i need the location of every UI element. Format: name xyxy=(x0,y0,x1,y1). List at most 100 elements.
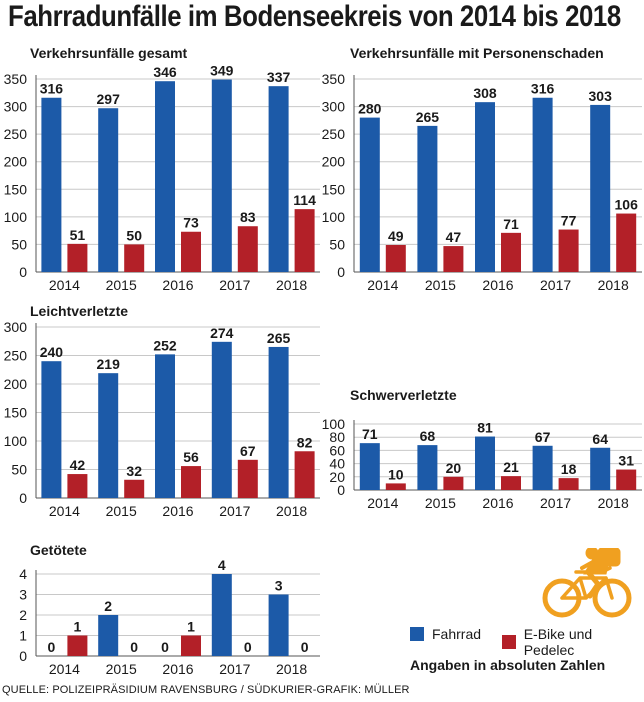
y-tick-label: 60 xyxy=(329,442,345,458)
chart-title: Verkehrsunfälle mit Personenschaden xyxy=(350,45,604,61)
bar-fahrrad-2015 xyxy=(417,125,438,272)
bar-ebike-2016 xyxy=(501,232,521,272)
data-label-fahrrad-2018: 3 xyxy=(275,578,283,594)
y-tick-label: 150 xyxy=(4,181,28,197)
data-label-fahrrad-2017: 274 xyxy=(210,325,234,341)
data-label-fahrrad-2017: 316 xyxy=(531,81,555,97)
data-label-fahrrad-2014: 280 xyxy=(358,101,382,117)
legend-fahrrad: Fahrrad xyxy=(410,626,481,642)
data-label-ebike-2014: 51 xyxy=(70,227,86,243)
bar-ebike-2016 xyxy=(501,476,521,490)
legend-label-ebike: E-Bike und Pedelec xyxy=(523,626,593,658)
source-credit: QUELLE: POLIZEIPRÄSIDIUM RAVENSBURG / SÜ… xyxy=(2,684,410,696)
data-label-fahrrad-2016: 308 xyxy=(473,85,497,101)
bar-fahrrad-2018 xyxy=(268,594,289,656)
bar-fahrrad-2018 xyxy=(268,86,289,272)
x-tick-label-2017: 2017 xyxy=(540,495,571,511)
data-label-fahrrad-2016: 252 xyxy=(153,337,177,353)
data-label-fahrrad-2016: 0 xyxy=(161,639,169,655)
chart-title: Verkehrsunfälle gesamt xyxy=(30,45,188,61)
x-tick-label-2017: 2017 xyxy=(219,277,250,293)
y-tick-label: 2 xyxy=(19,607,27,623)
y-tick-label: 1 xyxy=(19,628,27,644)
y-tick-label: 250 xyxy=(4,348,28,364)
chart-title: Getötete xyxy=(30,542,87,558)
chart-2: Verkehrsunfälle mit Personenschaden 0 50 10… xyxy=(322,45,642,293)
data-label-fahrrad-2014: 316 xyxy=(40,81,64,97)
x-tick-label-2016: 2016 xyxy=(482,495,513,511)
x-tick-label-2016: 2016 xyxy=(162,277,193,293)
data-label-fahrrad-2014: 240 xyxy=(40,344,64,360)
y-tick-label: 200 xyxy=(4,376,28,392)
bar-ebike-2015 xyxy=(443,246,464,272)
bar-ebike-2014 xyxy=(67,474,88,498)
y-tick-label: 300 xyxy=(322,99,346,115)
y-tick-label: 350 xyxy=(322,71,346,87)
y-tick-label: 20 xyxy=(329,469,345,485)
y-tick-label: 100 xyxy=(322,209,346,225)
bar-ebike-2014 xyxy=(385,244,406,272)
data-label-ebike-2016: 73 xyxy=(183,215,199,231)
bar-ebike-2015 xyxy=(124,244,145,272)
bar-fahrrad-2016 xyxy=(475,436,495,490)
data-label-ebike-2014: 42 xyxy=(70,457,86,473)
x-tick-label-2015: 2015 xyxy=(425,277,456,293)
data-label-ebike-2015: 50 xyxy=(126,227,142,243)
data-label-ebike-2014: 10 xyxy=(388,466,404,482)
chart-1: Verkehrsunfälle gesamt 0 50 100 150 200 250 300… xyxy=(4,45,320,293)
data-label-fahrrad-2018: 64 xyxy=(592,431,608,447)
data-label-ebike-2017: 83 xyxy=(240,209,256,225)
bar-ebike-2016 xyxy=(181,231,201,272)
bar-ebike-2018 xyxy=(616,469,637,490)
bar-fahrrad-2017 xyxy=(532,97,553,273)
bar-fahrrad-2014 xyxy=(359,117,380,272)
x-tick-label-2017: 2017 xyxy=(219,503,250,519)
bar-ebike-2017 xyxy=(237,459,258,498)
x-tick-label-2014: 2014 xyxy=(367,277,398,293)
page-title: Fahrradunfälle im Bodenseekreis von 2014… xyxy=(8,0,621,33)
data-label-ebike-2018: 82 xyxy=(297,434,313,450)
x-tick-label-2018: 2018 xyxy=(276,503,307,519)
data-label-fahrrad-2018: 337 xyxy=(267,69,291,85)
bar-ebike-2014 xyxy=(67,243,88,272)
data-label-ebike-2016: 21 xyxy=(503,459,519,475)
bar-fahrrad-2018 xyxy=(590,447,611,490)
data-label-ebike-2015: 32 xyxy=(126,463,142,479)
data-label-fahrrad-2016: 81 xyxy=(477,420,493,436)
y-tick-label: 150 xyxy=(4,405,28,421)
x-tick-label-2017: 2017 xyxy=(219,661,250,677)
y-tick-label: 50 xyxy=(11,462,27,478)
chart-title: Leichtverletzte xyxy=(30,303,128,319)
y-tick-label: 40 xyxy=(329,456,345,472)
legend-ebike: E-Bike und Pedelec xyxy=(502,626,644,658)
y-tick-label: 250 xyxy=(322,126,346,142)
x-tick-label-2014: 2014 xyxy=(49,277,80,293)
bar-fahrrad-2014 xyxy=(41,97,62,273)
bar-fahrrad-2017 xyxy=(211,79,232,273)
data-label-ebike-2017: 67 xyxy=(240,443,256,459)
bar-fahrrad-2015 xyxy=(417,445,438,490)
chart-3: Leichtverletzte 0 50 100 150 200 250 300 240 42 20… xyxy=(4,303,320,519)
bar-ebike-2015 xyxy=(443,476,464,490)
data-label-ebike-2018: 31 xyxy=(618,453,634,469)
y-tick-label: 150 xyxy=(322,181,346,197)
data-label-ebike-2016: 1 xyxy=(187,619,195,635)
data-label-ebike-2016: 71 xyxy=(503,216,519,232)
bar-fahrrad-2015 xyxy=(98,373,119,498)
legend-label-fahrrad: Fahrrad xyxy=(432,626,482,642)
chart-4: Schwerverletzte0204060801007110201468202… xyxy=(322,387,642,511)
bar-ebike-2015 xyxy=(124,479,145,498)
legend-swatch-ebike xyxy=(502,635,516,649)
x-tick-label-2016: 2016 xyxy=(482,277,513,293)
data-label-fahrrad-2015: 265 xyxy=(416,109,440,125)
note-absolute-values: Angaben in absoluten Zahlen xyxy=(410,657,606,673)
data-label-ebike-2014: 1 xyxy=(74,619,82,635)
x-tick-label-2014: 2014 xyxy=(49,661,80,677)
y-tick-label: 0 xyxy=(337,264,345,280)
y-tick-label: 100 xyxy=(4,433,28,449)
data-label-ebike-2015: 20 xyxy=(446,460,462,476)
data-label-fahrrad-2017: 67 xyxy=(535,429,551,445)
y-tick-label: 100 xyxy=(322,416,346,432)
x-tick-label-2016: 2016 xyxy=(162,661,193,677)
